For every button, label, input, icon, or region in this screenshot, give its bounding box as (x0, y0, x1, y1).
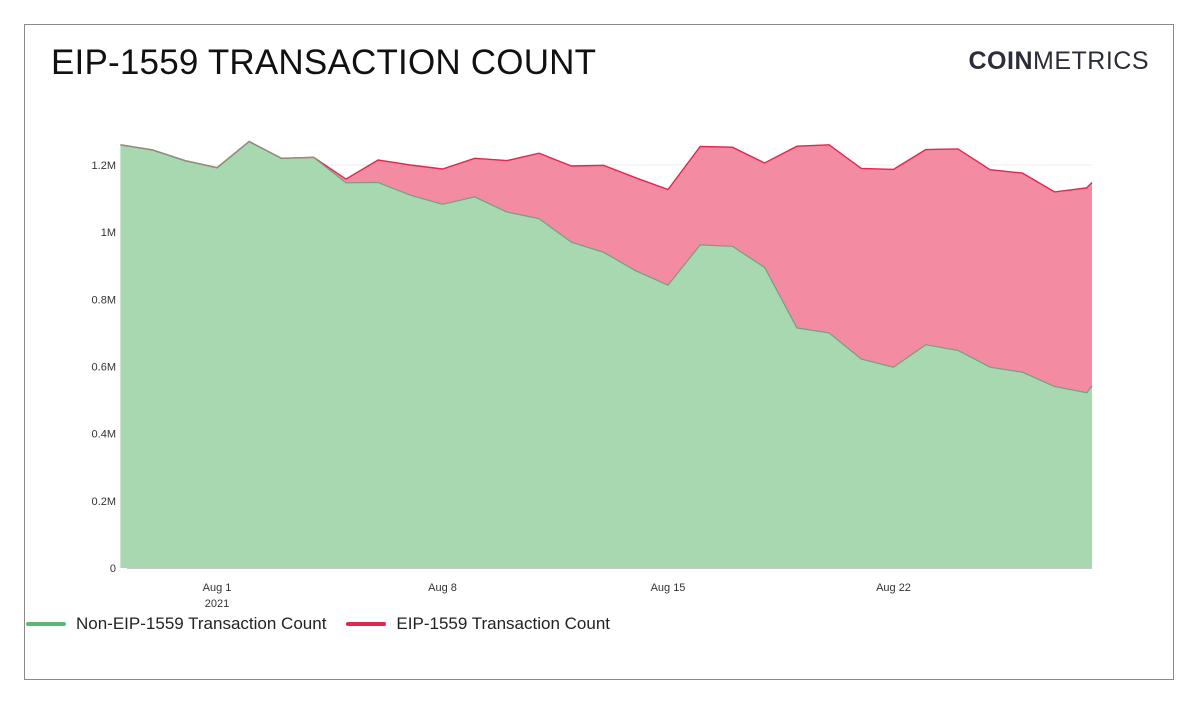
coinmetrics-logo: COINMETRICS (969, 47, 1150, 76)
x-tick-label: Aug 8 (428, 582, 457, 594)
legend-label-non-eip: Non-EIP-1559 Transaction Count (76, 614, 327, 633)
legend-label-eip: EIP-1559 Transaction Count (396, 614, 610, 633)
y-tick-label: 0 (110, 563, 116, 575)
logo-light-text: METRICS (1033, 47, 1149, 75)
x-tick-label: Aug 15 (651, 582, 686, 594)
legend-item-non-eip[interactable]: Non-EIP-1559 Transaction Count (26, 614, 326, 634)
chart-title: EIP-1559 TRANSACTION COUNT (51, 43, 597, 82)
eip-1559-area (120, 141, 1092, 393)
y-tick-label: 0.8M (92, 294, 116, 306)
x-tick-label: Aug 1 (203, 582, 232, 594)
y-tick-label: 0.4M (92, 429, 116, 441)
x-tick-label: Aug 22 (876, 582, 911, 594)
x-tick-sublabel: 2021 (205, 598, 229, 610)
y-axis-labels: 0 0.2M 0.4M 0.6M 0.8M 1M 1.2M (92, 160, 116, 575)
non-eip-1559-area (120, 141, 1092, 568)
y-tick-label: 0.2M (92, 496, 116, 508)
non-eip-1559-line (120, 140, 1093, 394)
legend-item-eip[interactable]: EIP-1559 Transaction Count (346, 614, 610, 634)
y-tick-label: 0.6M (92, 362, 116, 374)
y-tick-label: 1M (101, 227, 116, 239)
legend-swatch-eip (346, 622, 387, 626)
logo-bold-text: COIN (968, 47, 1033, 75)
y-tick-label: 1.2M (92, 160, 116, 172)
x-axis-labels: Aug 1 2021 Aug 8 Aug 15 Aug 22 (203, 582, 911, 610)
legend-swatch-non-eip (26, 622, 66, 626)
legend: Non-EIP-1559 Transaction Count EIP-1559 … (26, 614, 630, 634)
